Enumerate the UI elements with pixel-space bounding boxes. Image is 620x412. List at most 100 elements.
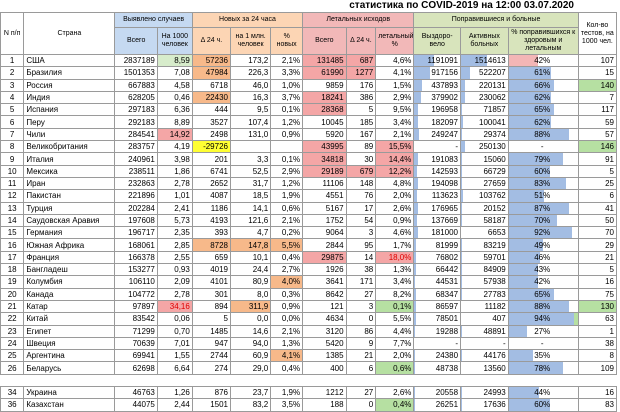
recovered-total: - <box>414 337 461 349</box>
active-cases: 230062 <box>461 91 509 103</box>
tests-per-1000: 109 <box>578 362 616 374</box>
recovered-total: 19288 <box>414 325 461 337</box>
recovered-pct-value: 42% <box>509 55 578 66</box>
detected-per-1000: 0,06 <box>157 313 192 325</box>
lethal-delta: 54 <box>346 214 376 226</box>
recovered-total-value: 113623 <box>414 190 460 201</box>
detected-per-1000: 2,85 <box>157 239 192 251</box>
new24-pct: 2,7% <box>271 264 303 276</box>
recovered-total-value: 194098 <box>414 178 460 189</box>
recovered-total-value: 44531 <box>414 276 460 287</box>
tests-per-1000: 41 <box>578 202 616 214</box>
detected-per-1000: 14,92 <box>157 128 192 140</box>
lethal-delta: 30 <box>346 153 376 165</box>
recovered-total-value: 20558 <box>414 387 460 398</box>
row-separator-cell <box>1 374 617 386</box>
recovered-total: 81999 <box>414 239 461 251</box>
new24-pct: 0,6% <box>271 202 303 214</box>
lethal-total: 10045 <box>303 116 346 128</box>
new24-pct: 0,9% <box>271 128 303 140</box>
country-name: Саудовская Аравия <box>24 214 115 226</box>
new24-per-mln: 173,2 <box>230 55 270 67</box>
detected-total: 1501353 <box>115 67 157 79</box>
recovered-pct-value: 27% <box>509 326 578 337</box>
new24-pct: 2,1% <box>271 325 303 337</box>
lethal-delta: 167 <box>346 128 376 140</box>
lethal-pct: 2,6% <box>376 202 414 214</box>
active-cases-value: 29374 <box>461 129 508 140</box>
new24-per-mln <box>230 141 270 153</box>
lethal-total: 3120 <box>303 325 346 337</box>
row-number: 21 <box>1 300 24 312</box>
new24-delta: 5 <box>192 313 230 325</box>
detected-total: 196717 <box>115 227 157 239</box>
col-new24-permln: на 1 млн. человек <box>230 28 270 55</box>
new24-delta: 274 <box>192 362 230 374</box>
detected-per-1000: 2,41 <box>157 202 192 214</box>
col-recovered-pct: % поправившихся к здоровым и летальным <box>508 28 578 55</box>
col-group-recovered: Поправившиеся и больные <box>414 13 578 28</box>
new24-pct: 3,3% <box>271 67 303 79</box>
recovered-total: - <box>414 141 461 153</box>
lethal-delta: 27 <box>346 288 376 300</box>
recovered-pct-value: 44% <box>509 387 578 398</box>
row-number: 34 <box>1 387 24 399</box>
recovered-pct: 83% <box>508 177 578 189</box>
active-cases-value: 100041 <box>461 117 508 128</box>
detected-total: 83542 <box>115 313 157 325</box>
new24-delta: 3527 <box>192 116 230 128</box>
recovered-total: 44531 <box>414 276 461 288</box>
new24-pct: 0,3% <box>271 288 303 300</box>
new24-delta: 6718 <box>192 79 230 91</box>
new24-pct: 1,3% <box>271 337 303 349</box>
new24-per-mln: 60,9 <box>230 350 270 362</box>
tests-per-1000: 25 <box>578 177 616 189</box>
row-number: 5 <box>1 104 24 116</box>
active-cases-value: 250130 <box>461 141 508 152</box>
page-title: статистика по COVID-2019 на 12:00 03.07.… <box>0 0 574 12</box>
lethal-total: 121 <box>303 300 346 312</box>
tests-per-1000: 21 <box>578 251 616 263</box>
detected-per-1000: 2,35 <box>157 227 192 239</box>
detected-total: 2837189 <box>115 55 157 67</box>
lethal-delta: 27 <box>346 387 376 399</box>
lethal-pct: 4,8% <box>376 177 414 189</box>
new24-per-mln: 311,9 <box>230 300 270 312</box>
lethal-delta: 1277 <box>346 67 376 79</box>
country-name: Мексика <box>24 165 115 177</box>
lethal-delta: 5 <box>346 104 376 116</box>
country-name: Испания <box>24 104 115 116</box>
new24-delta: 444 <box>192 104 230 116</box>
active-cases-value: 66729 <box>461 166 508 177</box>
lethal-total: 131485 <box>303 55 346 67</box>
row-number: 7 <box>1 128 24 140</box>
new24-delta: 4193 <box>192 214 230 226</box>
lethal-pct: 2,9% <box>376 91 414 103</box>
tests-per-1000: 6 <box>578 190 616 202</box>
recovered-pct-value: - <box>509 141 578 152</box>
row-number: 9 <box>1 153 24 165</box>
tests-per-1000: 8 <box>578 350 616 362</box>
detected-per-1000: 6,36 <box>157 104 192 116</box>
active-cases-value: 27783 <box>461 289 508 300</box>
lethal-pct: 5,5% <box>376 313 414 325</box>
recovered-total: 142593 <box>414 165 461 177</box>
new24-pct: 0,2% <box>271 227 303 239</box>
recovered-total: 182097 <box>414 116 461 128</box>
lethal-total: 29189 <box>303 165 346 177</box>
row-number: 17 <box>1 251 24 263</box>
detected-total: 153277 <box>115 264 157 276</box>
row-number: 8 <box>1 141 24 153</box>
new24-per-mln: 94,0 <box>230 337 270 349</box>
recovered-total-value: 66442 <box>414 264 460 275</box>
detected-per-1000: 34,16 <box>157 300 192 312</box>
active-cases: - <box>461 337 509 349</box>
active-cases-value: 1514613 <box>461 55 508 66</box>
